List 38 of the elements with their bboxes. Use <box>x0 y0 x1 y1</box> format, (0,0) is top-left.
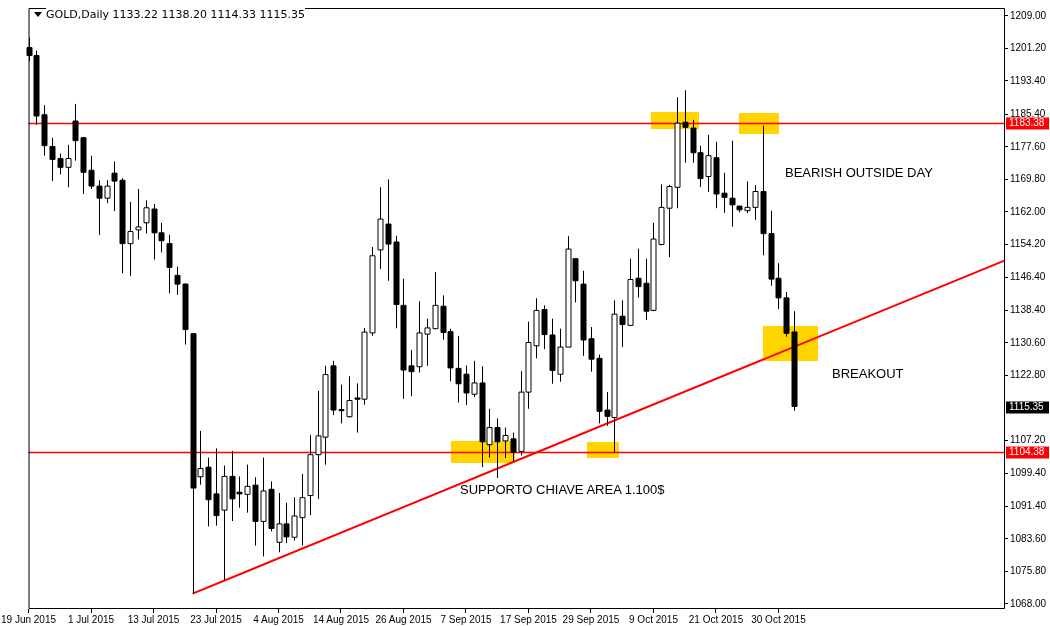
y-tick-label: 1185.40 <box>1010 108 1046 120</box>
x-tick-label: 21 Oct 2015 <box>688 613 744 625</box>
y-tick-label: 1169.80 <box>1010 173 1046 185</box>
x-tick-label: 26 Aug 2015 <box>375 613 433 625</box>
y-tick-label: 1083.60 <box>1010 532 1047 544</box>
y-tick-label: 1099.40 <box>1010 466 1047 478</box>
ref-line-label: 1183.38 <box>1009 117 1045 129</box>
y-tick-label: 1162.00 <box>1010 205 1046 217</box>
y-tick-label: 1201.20 <box>1010 42 1047 54</box>
y-tick-label: 1177.60 <box>1010 140 1046 152</box>
annotation: SUPPORTO CHIAVE AREA 1.100$ <box>460 482 665 497</box>
y-tick-label: 1068.00 <box>1010 597 1047 609</box>
x-tick-label: 14 Aug 2015 <box>312 613 370 625</box>
x-tick-label: 19 Jun 2015 <box>0 613 57 625</box>
annotation: BREAKOUT <box>832 366 904 381</box>
x-tick-label: 30 Oct 2015 <box>751 613 807 625</box>
x-tick-label: 13 Jul 2015 <box>127 613 180 625</box>
y-tick-label: 1122.80 <box>1010 369 1046 381</box>
y-tick-label: 1107.20 <box>1010 434 1046 446</box>
annotation: BEARISH OUTSIDE DAY <box>785 165 933 180</box>
chart-title: GOLD,Daily 1133.22 1138.20 1114.33 1115.35 <box>46 8 306 21</box>
x-tick-label: 9 Oct 2015 <box>629 613 679 625</box>
x-tick-label: 29 Sep 2015 <box>562 613 620 625</box>
x-tick-label: 1 Jul 2015 <box>67 613 115 625</box>
y-tick-label: 1075.80 <box>1010 565 1047 577</box>
y-tick-label: 1138.40 <box>1010 304 1046 316</box>
y-tick-label: 1193.40 <box>1010 74 1046 86</box>
x-tick-label: 17 Sep 2015 <box>500 613 558 625</box>
x-tick-label: 23 Jul 2015 <box>190 613 243 625</box>
y-tick-label: 1091.40 <box>1010 500 1047 512</box>
y-tick-label: 1154.20 <box>1010 238 1046 250</box>
x-tick-label: 7 Sep 2015 <box>440 613 492 625</box>
y-tick-label: 1209.00 <box>1010 9 1047 21</box>
y-tick-label: 1146.40 <box>1010 270 1046 282</box>
x-tick-label: 4 Aug 2015 <box>253 613 305 625</box>
y-tick-label: 1130.60 <box>1010 336 1046 348</box>
text: 1115.35 <box>1009 401 1045 413</box>
ref-line-label: 1104.38 <box>1009 446 1045 458</box>
